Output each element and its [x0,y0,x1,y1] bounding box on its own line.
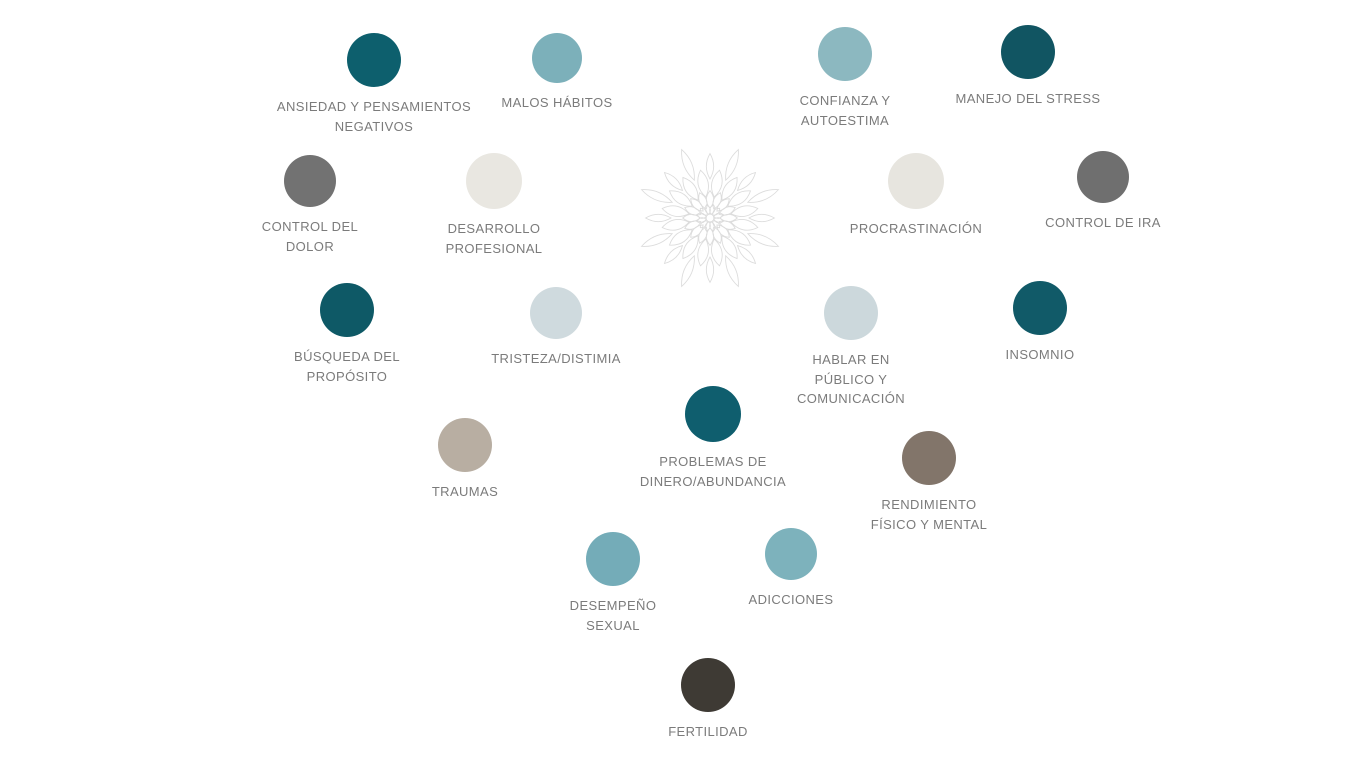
topic-item-insomnio[interactable]: INSOMNIO [920,281,1160,365]
topic-item-rendimiento[interactable]: RENDIMIENTO FÍSICO Y MENTAL [809,431,1049,534]
topic-circle-adicciones[interactable] [765,528,817,580]
topic-label-traumas: TRAUMAS [431,484,499,499]
topic-item-control-dolor[interactable]: CONTROL DEL DOLOR [190,155,430,256]
topic-circle-manejo-stress[interactable] [1001,25,1055,79]
topic-circle-problemas-dinero[interactable] [685,386,741,442]
topic-item-desempeno[interactable]: DESEMPEÑO SEXUAL [493,532,733,635]
topic-circle-traumas[interactable] [438,418,492,472]
topic-label-desarrollo: DESARROLLO PROFESIONAL [445,221,543,256]
topic-circle-malos-habitos[interactable] [532,33,582,83]
topic-circle-fertilidad[interactable] [681,658,735,712]
topic-circle-hablar-publico[interactable] [824,286,878,340]
topic-item-fertilidad[interactable]: FERTILIDAD [588,658,828,742]
topic-circle-control-ira[interactable] [1077,151,1129,203]
topic-item-confianza[interactable]: CONFIANZA Y AUTOESTIMA [725,27,965,130]
topic-item-hablar-publico[interactable]: HABLAR EN PÚBLICO Y COMUNICACIÓN [731,286,971,409]
topic-circle-rendimiento[interactable] [902,431,956,485]
mandala-flower-icon [640,148,780,288]
topic-label-confianza: CONFIANZA Y AUTOESTIMA [799,93,891,128]
topic-item-control-ira[interactable]: CONTROL DE IRA [983,151,1223,233]
topic-circle-desarrollo[interactable] [466,153,522,209]
topic-item-problemas-dinero[interactable]: PROBLEMAS DE DINERO/ABUNDANCIA [593,386,833,491]
topic-item-tristeza[interactable]: TRISTEZA/DISTIMIA [436,287,676,369]
topic-item-traumas[interactable]: TRAUMAS [345,418,585,502]
topic-item-busqueda[interactable]: BÚSQUEDA DEL PROPÓSITO [227,283,467,386]
topic-item-desarrollo[interactable]: DESARROLLO PROFESIONAL [374,153,614,258]
topic-label-tristeza: TRISTEZA/DISTIMIA [491,351,621,366]
topic-circle-control-dolor[interactable] [284,155,336,207]
topic-label-manejo-stress: MANEJO DEL STRESS [955,91,1101,106]
topic-circle-procrastinacion[interactable] [888,153,944,209]
topic-label-adicciones: ADICCIONES [748,592,834,607]
topic-label-ansiedad: ANSIEDAD Y PENSAMIENTOS NEGATIVOS [276,99,472,134]
topic-circle-confianza[interactable] [818,27,872,81]
topic-label-hablar-publico: HABLAR EN PÚBLICO Y COMUNICACIÓN [796,352,906,406]
mandala-decoration [632,140,788,296]
topic-item-adicciones[interactable]: ADICCIONES [671,528,911,610]
topic-circle-ansiedad[interactable] [347,33,401,87]
topic-item-procrastinacion[interactable]: PROCRASTINACIÓN [796,153,1036,239]
topic-item-ansiedad[interactable]: ANSIEDAD Y PENSAMIENTOS NEGATIVOS [254,33,494,136]
topic-item-malos-habitos[interactable]: MALOS HÁBITOS [437,33,677,113]
topic-circle-busqueda[interactable] [320,283,374,337]
topic-label-procrastinacion: PROCRASTINACIÓN [849,221,983,236]
topic-label-insomnio: INSOMNIO [1005,347,1075,362]
topic-label-rendimiento: RENDIMIENTO FÍSICO Y MENTAL [870,497,988,532]
topic-item-manejo-stress[interactable]: MANEJO DEL STRESS [908,25,1148,109]
topic-label-problemas-dinero: PROBLEMAS DE DINERO/ABUNDANCIA [639,454,787,489]
topic-circle-tristeza[interactable] [530,287,582,339]
topic-label-busqueda: BÚSQUEDA DEL PROPÓSITO [294,349,400,384]
topic-label-control-dolor: CONTROL DEL DOLOR [261,219,359,254]
topic-circle-desempeno[interactable] [586,532,640,586]
topic-label-control-ira: CONTROL DE IRA [1045,215,1161,230]
topic-label-fertilidad: FERTILIDAD [668,724,748,739]
topic-circle-insomnio[interactable] [1013,281,1067,335]
topic-label-desempeno: DESEMPEÑO SEXUAL [569,598,657,633]
topic-label-malos-habitos: MALOS HÁBITOS [501,95,613,110]
